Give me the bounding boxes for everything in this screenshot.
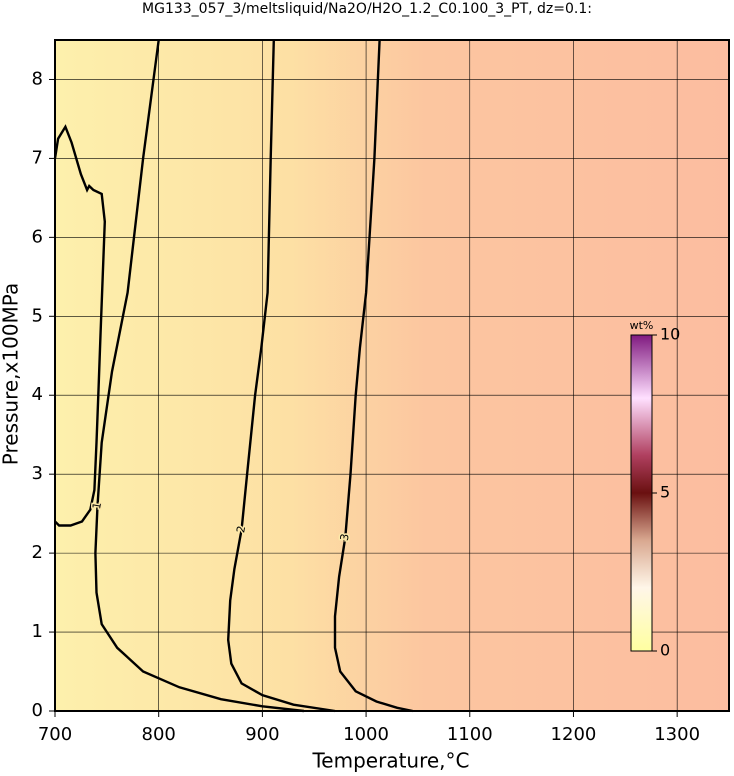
y-tick-label: 1 — [32, 621, 43, 642]
x-tick-label: 700 — [38, 724, 72, 745]
y-tick-label: 2 — [32, 542, 43, 563]
y-tick-label: 0 — [32, 700, 43, 721]
x-tick-label: 800 — [142, 724, 176, 745]
y-tick-label: 7 — [32, 147, 43, 168]
y-tick-label: 5 — [32, 305, 43, 326]
contour-line — [333, 39, 413, 713]
x-tick-label: 1200 — [551, 724, 597, 745]
colorbar-tick-label: 0 — [660, 641, 670, 660]
plot-background — [55, 40, 729, 711]
y-tick-label: 6 — [32, 226, 43, 247]
y-tick-label: 8 — [32, 68, 43, 89]
contour-line — [53, 39, 305, 713]
plot-frame — [54, 39, 730, 712]
x-tick-label: 1300 — [654, 724, 700, 745]
y-tick-label: 3 — [32, 463, 43, 484]
colorbar-tick-label: 10 — [660, 325, 680, 344]
y-tick-label: 4 — [32, 384, 43, 405]
colorbar — [630, 334, 653, 652]
colorbar-tick-label: 5 — [660, 483, 670, 502]
contour-line — [226, 39, 336, 713]
chart-title: MG133_057_3/meltsliquid/Na2O/H2O_1.2_C0.… — [142, 1, 592, 17]
x-tick-label: 900 — [245, 724, 279, 745]
x-tick-label: 1100 — [447, 724, 493, 745]
x-tick-label: 1000 — [343, 724, 389, 745]
y-axis-label: Pressure,x100MPa — [0, 283, 23, 465]
colorbar-label: wt% — [630, 319, 654, 332]
x-axis-label: Temperature,°C — [311, 749, 469, 773]
